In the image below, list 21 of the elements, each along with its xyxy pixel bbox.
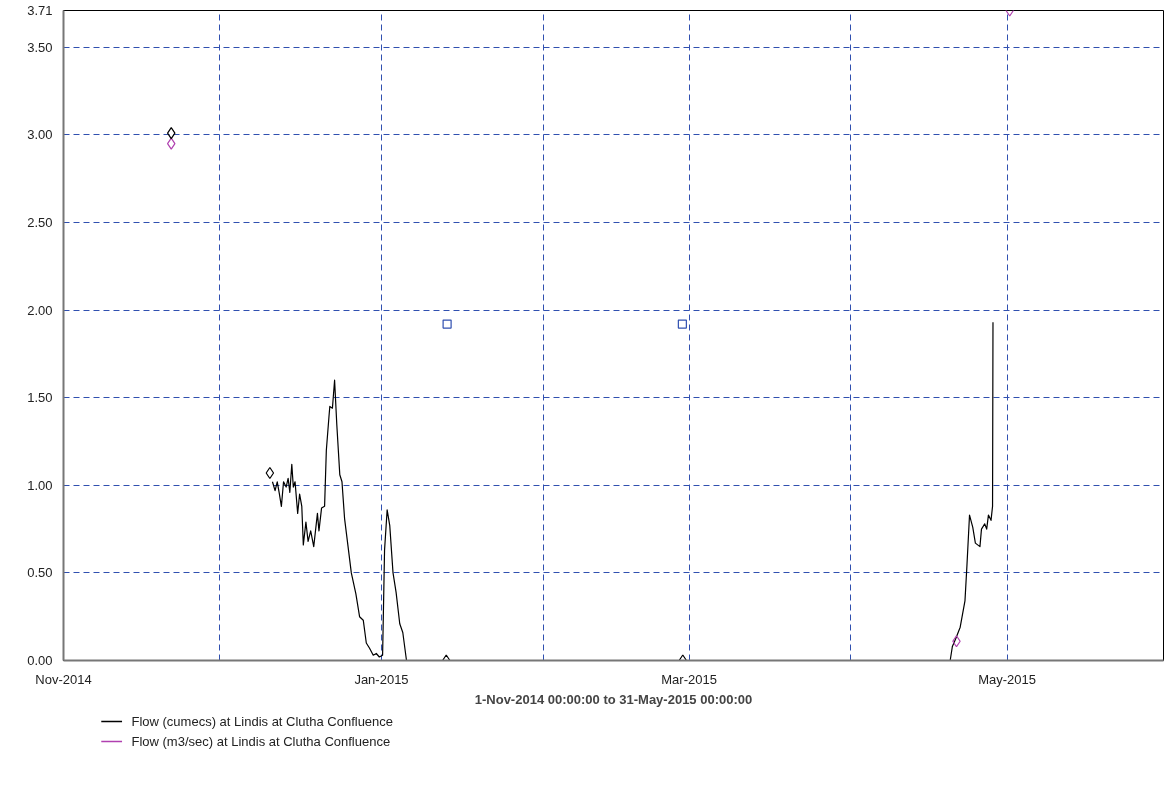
y-tick-label: 1.00 [27, 477, 53, 493]
x-axis-title: 1-Nov-2014 00:00:00 to 31-May-2015 00:00:00 [474, 691, 753, 707]
point [442, 319, 452, 329]
y-tick-label: 2.50 [27, 214, 53, 230]
y-tick-label: 2.00 [27, 302, 53, 318]
y-tick-label: 0.50 [27, 565, 53, 581]
legend-label: Flow (cumecs) at Lindis at Clutha Confluence [131, 714, 394, 729]
y-tick-label: 3.71 [27, 3, 53, 18]
legend-label: Flow (m3/sec) at Lindis at Clutha Confluence [131, 734, 391, 749]
point [265, 466, 275, 480]
point [166, 137, 176, 150]
point [677, 319, 687, 329]
y-tick-label: 1.50 [27, 390, 53, 406]
x-tick-label: May-2015 [978, 671, 1037, 687]
y-tick-label: 0.00 [27, 653, 53, 668]
y-tick-label: 3.00 [27, 127, 53, 143]
y-tick-label: 3.50 [27, 39, 53, 55]
x-tick-label: Jan-2015 [354, 671, 409, 687]
x-tick-label: Nov-2014 [35, 671, 92, 687]
x-tick-label: Mar-2015 [661, 671, 717, 687]
point [166, 127, 176, 140]
